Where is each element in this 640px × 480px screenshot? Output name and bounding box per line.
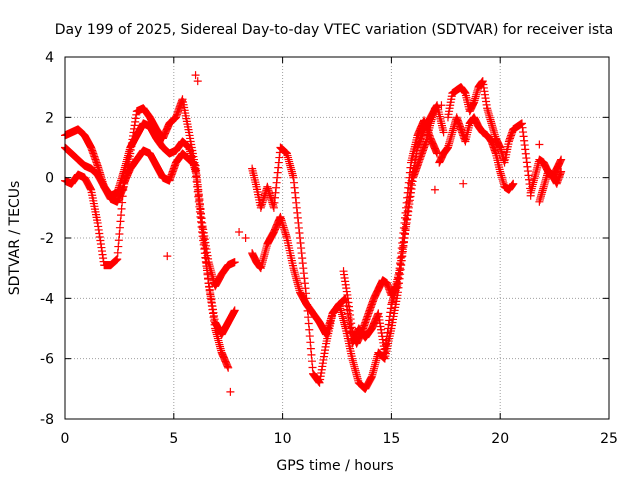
x-tick-label: 20 [491, 431, 509, 447]
data-point [163, 252, 172, 261]
x-tick-label: 0 [61, 431, 70, 447]
axis-ticks: 0 5 10 15 20 25 -8 -6 -4 -2 0 2 4 [40, 50, 618, 447]
data-point [459, 179, 468, 188]
y-tick-label: 4 [45, 50, 54, 66]
x-tick-label: 15 [382, 431, 400, 447]
y-tick-label: -6 [40, 352, 54, 368]
data-point [193, 77, 202, 86]
x-tick-label: 5 [169, 431, 178, 447]
y-tick-label: -4 [40, 291, 54, 307]
data-point [224, 363, 233, 372]
chart-title: Day 199 of 2025, Sidereal Day-to-day VTE… [55, 22, 613, 38]
x-tick-label: 10 [274, 431, 292, 447]
data-point [191, 71, 200, 80]
y-axis-title: SDTVAR / TECUs [7, 181, 23, 296]
data-point [437, 101, 446, 110]
data-point [535, 140, 544, 149]
data-point [439, 128, 448, 137]
x-axis-title: GPS time / hours [276, 458, 393, 474]
y-tick-label: -8 [40, 412, 54, 428]
y-tick-label: -2 [40, 231, 54, 247]
data-point [526, 191, 535, 200]
data-point [226, 387, 235, 396]
y-tick-label: 2 [45, 110, 54, 126]
grid [65, 57, 609, 419]
data-point [557, 155, 566, 164]
x-tick-label: 25 [600, 431, 618, 447]
data-point [235, 227, 244, 236]
data-point [509, 179, 518, 188]
data-point [430, 104, 439, 113]
data-point [241, 234, 250, 242]
data-point [230, 306, 239, 315]
data-point [430, 185, 439, 194]
data-points [61, 71, 566, 396]
data-point [557, 167, 566, 176]
data-point [230, 258, 239, 267]
y-tick-label: 0 [45, 171, 54, 187]
